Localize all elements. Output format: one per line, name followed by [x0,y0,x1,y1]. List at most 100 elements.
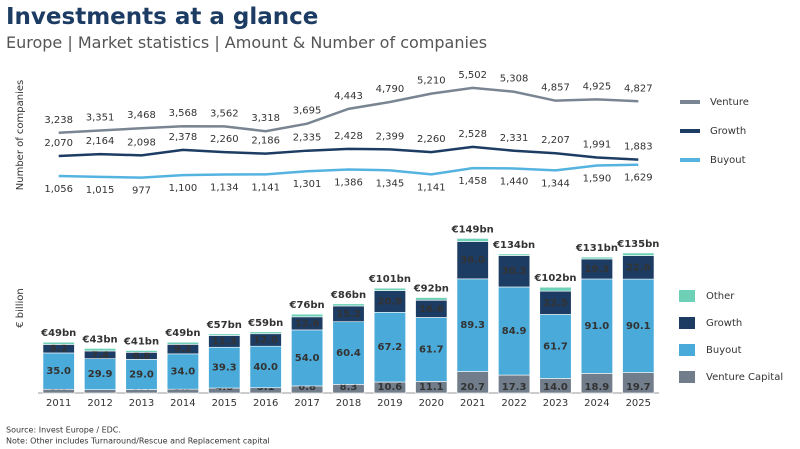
total-label: €59bn [247,318,283,329]
data-label: 1,386 [334,178,363,189]
bar-segment [42,352,75,390]
data-label: 2,399 [376,131,405,142]
total-label: €43bn [82,334,118,345]
line [58,163,639,179]
bar-segment [249,331,282,335]
data-label: 19.7 [626,382,651,393]
data-label: 34.0 [171,367,196,378]
data-label: 2,428 [334,131,363,142]
data-label: 6.8 [133,351,151,362]
data-label: 1,100 [169,183,198,194]
bar-segment [415,317,448,382]
data-label: 67.2 [378,342,403,353]
data-label: 10.6 [378,382,403,393]
total-label: €102bn [533,273,576,284]
data-label: 1,440 [500,176,529,187]
data-label: 84.9 [502,326,527,337]
data-label: 16.6 [419,304,444,315]
data-label: 35.0 [46,366,71,377]
data-label: 4,443 [334,91,363,102]
data-label: 1,344 [541,178,570,189]
data-label: 2,186 [251,136,280,147]
x-tick-label: 2023 [543,398,568,409]
x-tick-label: 2022 [501,398,526,409]
data-label: 2,335 [293,133,322,144]
x-tick-label: 2017 [294,398,319,409]
line [58,86,639,135]
total-label: €49bn [40,328,76,339]
data-label: 1,345 [376,178,405,189]
title: Investments at a glance [6,4,318,30]
data-label: 12.0 [253,335,278,346]
data-label: 2,207 [541,135,570,146]
bar-segment [291,329,324,387]
data-label: 11.1 [419,382,444,393]
total-label: €86bn [330,290,366,301]
bar-segment [125,359,158,390]
bar-segment [415,297,448,301]
data-label: 17.3 [502,382,527,393]
total-label: €131bn [575,243,618,254]
total-label: €149bn [451,224,494,235]
y-axis-title: Number of companies [15,80,26,190]
bar-segment [84,358,117,390]
data-label: 20.9 [378,296,403,307]
data-label: 2,260 [417,134,446,145]
data-label: 3,318 [251,113,280,124]
total-label: €92bn [413,284,449,295]
bar-segment [498,253,531,256]
data-label: 1,141 [251,182,280,193]
bar-segment [208,333,241,336]
data-label: 2,331 [500,133,529,144]
data-label: 4,790 [376,84,405,95]
x-tick-label: 2016 [253,398,278,409]
data-label: 2,378 [169,132,198,143]
x-tick-label: 2015 [212,398,237,409]
x-tick-label: 2018 [336,398,361,409]
data-label: 3,468 [127,110,156,121]
total-label: €101bn [368,274,411,285]
data-label: 1,141 [417,182,446,193]
data-label: 11.3 [212,336,237,347]
legend-label: Buyout [706,345,742,356]
legend-swatch [679,344,695,356]
x-tick-label: 2013 [129,398,154,409]
data-label: 7.4 [91,350,109,361]
data-label: 3,568 [169,108,198,119]
data-label: 61.7 [543,341,568,352]
legend-label: Other [706,291,735,302]
bar-segment [249,345,282,389]
legend-label: Venture Capital [706,372,783,383]
data-label: 1,883 [624,142,653,153]
data-label: 1,629 [624,173,653,184]
data-label: 90.1 [626,321,651,332]
data-label: 8.2 [50,344,68,355]
legend-label: Venture [710,97,749,108]
bar-segment [498,255,531,288]
total-label: €41bn [123,336,159,347]
data-label: 1,301 [293,179,322,190]
bar-segment [580,256,613,260]
x-tick-label: 2025 [626,398,651,409]
data-label: 1,590 [583,173,612,184]
bar-segment [373,287,406,291]
x-tick-label: 2011 [46,398,71,409]
data-label: 61.7 [419,344,444,355]
x-tick-label: 2014 [170,398,195,409]
x-tick-label: 2021 [460,398,485,409]
data-label: 9.2 [174,344,192,355]
data-label: 89.3 [460,320,485,331]
data-label: 6.8 [298,382,316,393]
legend-label: Growth [710,126,746,137]
legend-label: Buyout [710,155,746,166]
data-label: 36.0 [460,255,485,266]
total-label: €134bn [492,240,535,251]
data-label: 39.3 [212,363,237,374]
legend-swatch [679,290,695,302]
data-label: 3,695 [293,106,322,117]
subtitle: Europe | Market statistics | Amount & Nu… [6,33,487,52]
total-label: €49bn [164,328,200,339]
bar-segment [332,303,365,307]
data-label: 29.9 [88,369,113,380]
